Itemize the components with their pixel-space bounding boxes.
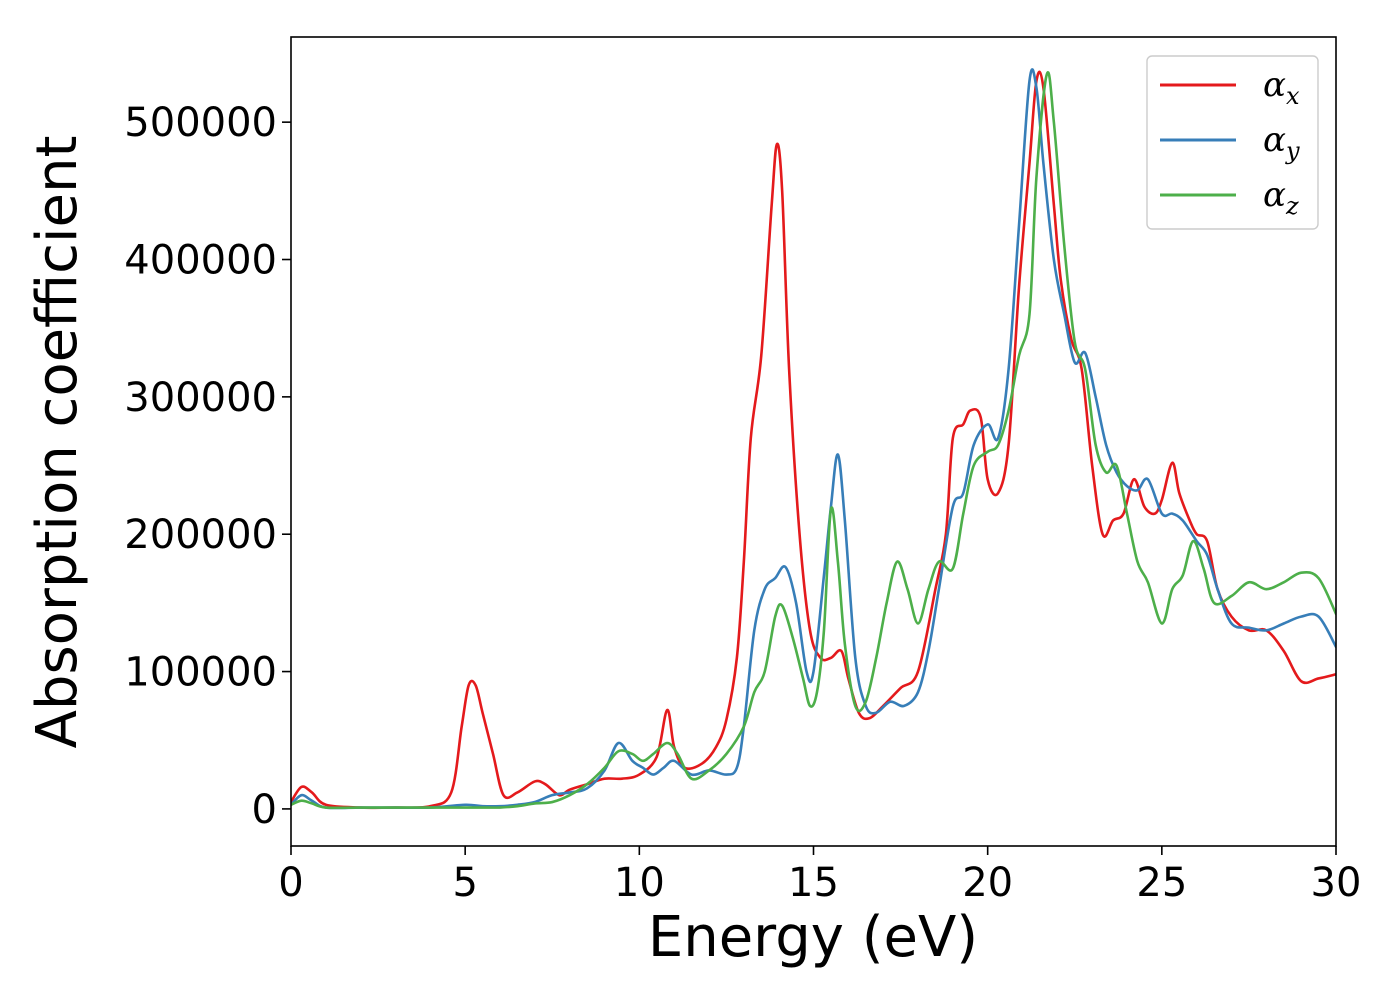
x-tick-label: 15 xyxy=(788,860,839,906)
x-tick-label: 20 xyxy=(962,860,1013,906)
y-tick-label: 0 xyxy=(252,787,277,833)
series-line-z xyxy=(291,71,1336,810)
x-tick-label: 30 xyxy=(1311,860,1362,906)
x-tick-label: 10 xyxy=(614,860,665,906)
y-axis-label: Absorption coefficient xyxy=(25,136,90,749)
y-tick-label: 200000 xyxy=(124,512,277,558)
x-tick-label: 25 xyxy=(1136,860,1187,906)
x-tick-label: 5 xyxy=(452,860,477,906)
legend-label-x: αx xyxy=(1263,65,1300,110)
series-line-x xyxy=(291,70,1336,810)
y-tick-label: 500000 xyxy=(124,100,277,146)
legend: αx αy αz xyxy=(1146,55,1319,230)
series-lines xyxy=(291,68,1336,810)
x-axis-ticks: 0 5 10 15 20 25 30 xyxy=(278,846,1361,906)
legend-box xyxy=(1146,55,1319,230)
legend-label-z: αz xyxy=(1263,175,1299,220)
y-axis-ticks: 0 100000 200000 300000 400000 500000 xyxy=(124,100,291,833)
y-tick-label: 100000 xyxy=(124,650,277,696)
x-axis-label: Energy (eV) xyxy=(648,905,978,970)
y-tick-label: 300000 xyxy=(124,375,277,421)
legend-label-y: αy xyxy=(1263,120,1300,165)
y-tick-label: 400000 xyxy=(124,238,277,284)
x-tick-label: 0 xyxy=(278,860,303,906)
